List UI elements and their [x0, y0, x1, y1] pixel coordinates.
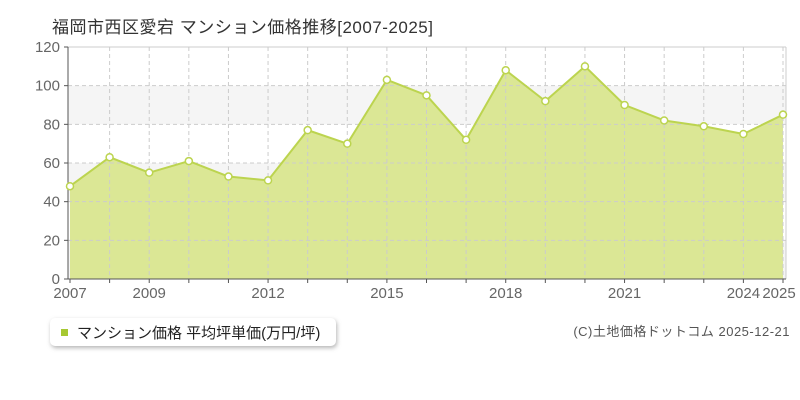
price-area-chart: 0 20 40 60 80 100 120 2007 2009 2012 2015 2018 2021 2…	[35, 39, 796, 302]
legend-series-swatch-icon	[61, 328, 68, 336]
y-axis-label: 120	[35, 39, 60, 56]
data-point-marker[interactable]	[343, 139, 352, 148]
data-point-marker[interactable]	[184, 156, 194, 166]
data-point-marker[interactable]	[461, 135, 471, 145]
y-axis-label: 80	[43, 116, 60, 133]
data-point-marker[interactable]	[501, 65, 510, 75]
data-point-marker[interactable]	[144, 168, 154, 177]
x-axis-label: 2018	[489, 285, 522, 302]
plot-band	[68, 47, 786, 86]
legend-series-label: マンション価格 平均坪単価(万円/坪)	[77, 324, 321, 342]
y-axis-label: 20	[43, 232, 60, 249]
copyright: (C)土地価格ドットコム 2025-12-21	[573, 324, 790, 339]
data-point-marker[interactable]	[422, 91, 431, 100]
data-point-marker[interactable]	[382, 75, 392, 85]
x-axis-label: 2021	[608, 285, 641, 302]
data-point-marker[interactable]	[303, 125, 312, 135]
x-axis-label: 2009	[133, 285, 166, 302]
y-axis-label: 40	[43, 194, 60, 211]
data-point-marker[interactable]	[65, 181, 75, 191]
legend: マンション価格 平均坪単価(万円/坪)	[50, 318, 337, 346]
x-axis-label: 2007	[53, 285, 86, 302]
data-point-marker[interactable]	[620, 100, 629, 110]
data-point-marker[interactable]	[699, 122, 709, 131]
x-axis-label: 2024	[727, 285, 760, 302]
x-axis-label: 2015	[370, 285, 403, 302]
data-point-marker[interactable]	[739, 129, 748, 139]
y-axis-label: 60	[43, 155, 60, 172]
page-title: 福岡市西区愛宕 マンション価格推移[2007-2025]	[52, 18, 434, 37]
data-point-marker[interactable]	[778, 110, 788, 119]
x-axis-label: 2025	[762, 285, 795, 302]
y-axis-label: 0	[52, 271, 60, 288]
data-point-marker[interactable]	[224, 172, 233, 181]
data-point-marker[interactable]	[541, 96, 550, 106]
y-axis-label: 100	[35, 78, 60, 95]
area-fill	[70, 66, 783, 279]
data-point-marker[interactable]	[659, 116, 669, 125]
data-point-marker[interactable]	[263, 176, 273, 185]
x-axis-label: 2012	[251, 285, 284, 302]
data-point-marker[interactable]	[580, 62, 590, 71]
data-point-marker[interactable]	[105, 152, 114, 162]
